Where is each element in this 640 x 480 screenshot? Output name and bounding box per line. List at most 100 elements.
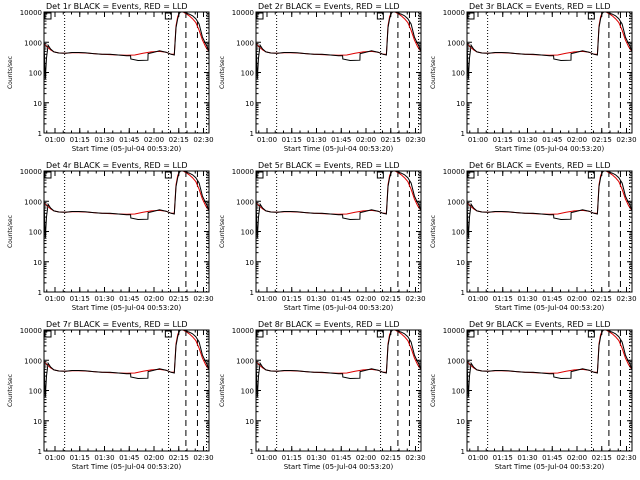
x-axis-label: Start Time (05-Jul-04 00:53:20) xyxy=(72,145,182,153)
x-tick-label: 01:15 xyxy=(70,295,90,303)
y-tick-label: 100 xyxy=(241,229,254,237)
y-tick-label: 10 xyxy=(33,418,42,426)
x-tick-label: 02:15 xyxy=(169,136,189,144)
x-tick-label: 01:15 xyxy=(282,295,302,303)
corner-marker xyxy=(376,330,384,338)
y-tick-label: 1 xyxy=(38,289,42,297)
panel-title: Det 6r BLACK = Events, RED = LLD xyxy=(469,161,611,170)
y-axis-label: Counts/sec xyxy=(7,215,14,248)
x-tick-label: 02:00 xyxy=(567,295,587,303)
x-tick-label: 02:00 xyxy=(356,454,376,462)
y-tick-label: 10 xyxy=(245,100,254,108)
x-tick-label: 01:00 xyxy=(257,454,277,462)
y-tick-label: 1 xyxy=(461,448,465,456)
y-tick-label: 100 xyxy=(29,70,42,78)
x-tick-label: 01:15 xyxy=(70,454,90,462)
corner-marker xyxy=(587,330,595,338)
x-axis-label: Start Time (05-Jul-04 00:53:20) xyxy=(72,304,182,312)
y-tick-label: 1 xyxy=(250,448,254,456)
plot-frame xyxy=(43,170,210,293)
x-tick-label: 02:15 xyxy=(381,295,401,303)
x-tick-label: 01:30 xyxy=(94,454,114,462)
lld-series-line xyxy=(44,12,209,56)
y-axis-label: Counts/sec xyxy=(219,374,226,407)
x-tick-label: 02:00 xyxy=(356,136,376,144)
x-tick-label: 01:45 xyxy=(542,295,562,303)
y-tick-label: 1 xyxy=(38,130,42,138)
x-tick-label: 01:00 xyxy=(468,295,488,303)
panel-title: Det 3r BLACK = Events, RED = LLD xyxy=(469,2,611,11)
x-axis-label: Start Time (05-Jul-04 00:53:20) xyxy=(284,463,394,471)
panel-title: Det 5r BLACK = Events, RED = LLD xyxy=(258,161,400,170)
x-tick-label: 02:00 xyxy=(567,454,587,462)
y-tick-label: 1000 xyxy=(24,357,42,365)
plot-frame xyxy=(255,329,422,452)
x-tick-label: 01:00 xyxy=(45,136,65,144)
corner-marker xyxy=(376,171,384,179)
x-tick-label: 02:00 xyxy=(567,136,587,144)
corner-marker xyxy=(467,12,475,20)
x-tick-label: 02:30 xyxy=(193,136,213,144)
plot-frame xyxy=(255,11,422,134)
y-tick-label: 1000 xyxy=(236,39,254,47)
corner-marker xyxy=(44,330,52,338)
y-tick-label: 10000 xyxy=(443,9,465,17)
y-tick-label: 10000 xyxy=(232,9,254,17)
y-tick-label: 1000 xyxy=(24,39,42,47)
y-tick-label: 1 xyxy=(461,130,465,138)
panel-det-4r: Det 4r BLACK = Events, RED = LLD 1 10 100 10… xyxy=(7,161,214,312)
corner-marker xyxy=(44,12,52,20)
x-tick-label: 01:45 xyxy=(542,454,562,462)
y-tick-label: 10000 xyxy=(20,327,42,335)
y-tick-label: 100 xyxy=(29,388,42,396)
events-series-line xyxy=(467,12,632,80)
plot-frame xyxy=(43,329,210,452)
x-tick-label: 01:45 xyxy=(331,454,351,462)
corner-marker xyxy=(44,171,52,179)
y-tick-label: 100 xyxy=(241,388,254,396)
lld-series-line xyxy=(467,330,632,374)
x-tick-label: 01:15 xyxy=(282,136,302,144)
x-tick-label: 02:15 xyxy=(169,295,189,303)
x-tick-label: 01:30 xyxy=(517,136,537,144)
corner-marker xyxy=(256,12,264,20)
y-tick-label: 10000 xyxy=(20,168,42,176)
x-tick-label: 01:45 xyxy=(331,295,351,303)
panel-det-9r: Det 9r BLACK = Events, RED = LLD 1 10 100 10… xyxy=(430,320,637,471)
panel-det-7r: Det 7r BLACK = Events, RED = LLD 1 10 100 10… xyxy=(7,320,214,471)
y-tick-label: 10 xyxy=(245,259,254,267)
y-tick-label: 100 xyxy=(452,388,465,396)
x-tick-label: 02:30 xyxy=(193,295,213,303)
x-axis-label: Start Time (05-Jul-04 00:53:20) xyxy=(495,304,605,312)
y-tick-label: 100 xyxy=(452,70,465,78)
corner-marker xyxy=(164,330,172,338)
y-tick-label: 100 xyxy=(452,229,465,237)
corner-marker xyxy=(256,330,264,338)
plot-frame xyxy=(43,11,210,134)
x-tick-label: 01:45 xyxy=(119,136,139,144)
y-tick-label: 10000 xyxy=(443,327,465,335)
events-series-line xyxy=(467,171,632,239)
y-axis-label: Counts/sec xyxy=(219,215,226,248)
x-tick-label: 02:00 xyxy=(144,295,164,303)
x-tick-label: 02:30 xyxy=(193,454,213,462)
x-tick-label: 02:30 xyxy=(616,295,636,303)
x-tick-label: 02:30 xyxy=(405,295,425,303)
lld-series-line xyxy=(256,171,421,215)
corner-marker xyxy=(164,171,172,179)
y-tick-label: 10000 xyxy=(232,327,254,335)
x-tick-label: 01:45 xyxy=(119,454,139,462)
x-axis-label: Start Time (05-Jul-04 00:53:20) xyxy=(495,463,605,471)
y-tick-label: 100 xyxy=(29,229,42,237)
x-tick-label: 01:15 xyxy=(70,136,90,144)
plot-frame xyxy=(466,11,633,134)
events-series-line xyxy=(44,330,209,398)
lld-series-line xyxy=(256,12,421,56)
x-tick-label: 01:30 xyxy=(517,454,537,462)
y-tick-label: 10 xyxy=(245,418,254,426)
lld-series-line xyxy=(44,171,209,215)
corner-marker xyxy=(587,171,595,179)
x-tick-label: 01:00 xyxy=(468,454,488,462)
lld-series-line xyxy=(467,12,632,56)
y-tick-label: 10 xyxy=(456,418,465,426)
